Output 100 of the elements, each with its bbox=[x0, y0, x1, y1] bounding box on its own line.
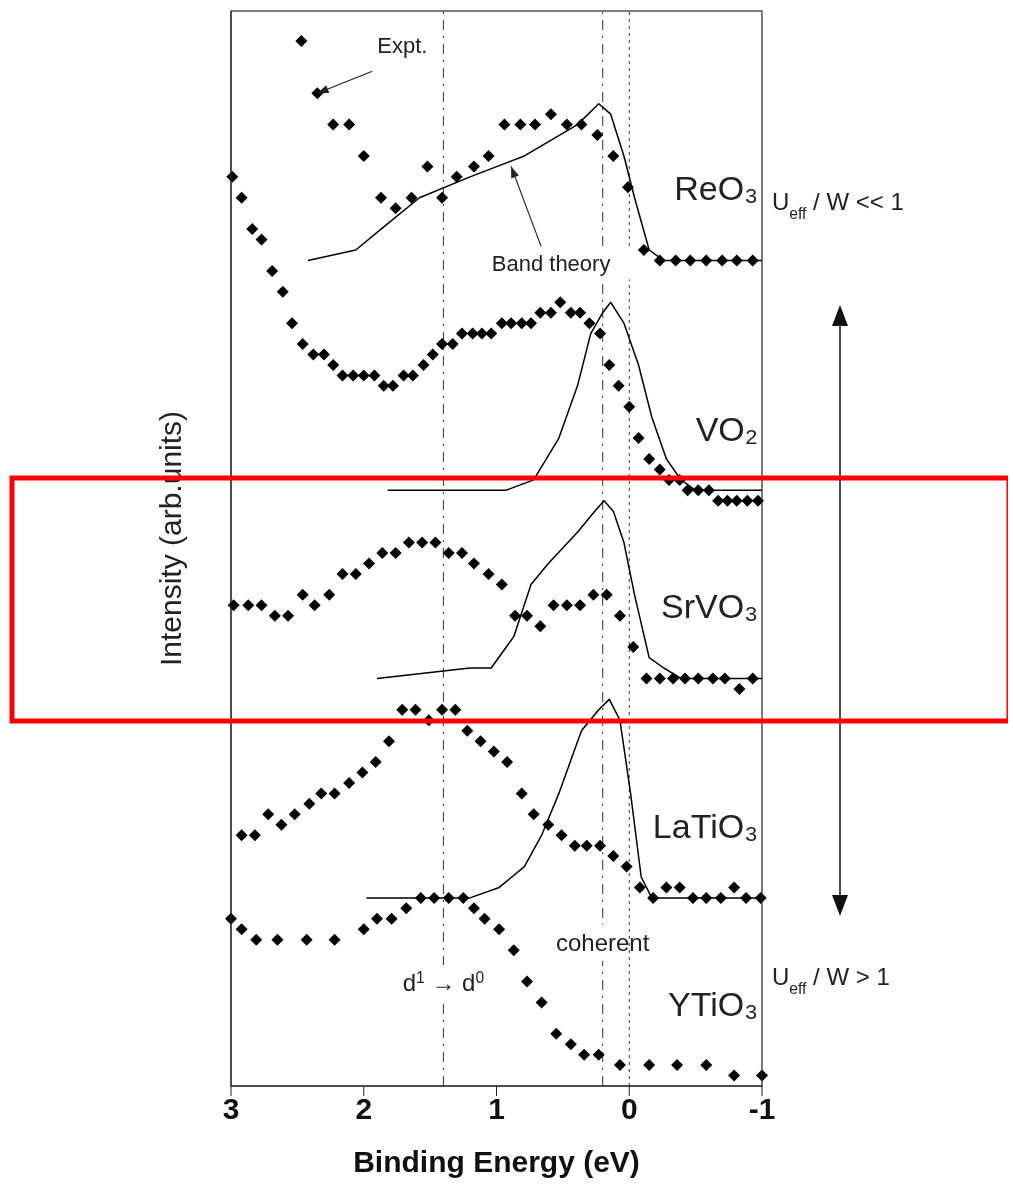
annotation: Band theory bbox=[491, 251, 611, 277]
point bbox=[328, 787, 341, 800]
point bbox=[495, 317, 508, 330]
point bbox=[555, 829, 568, 842]
x-axis-title: Binding Energy (eV) bbox=[353, 1145, 640, 1178]
point bbox=[647, 891, 660, 904]
ref-line-label: coherent bbox=[556, 929, 650, 956]
point bbox=[303, 797, 316, 810]
point bbox=[474, 735, 487, 748]
point bbox=[746, 254, 759, 267]
point bbox=[357, 923, 370, 936]
point bbox=[343, 776, 356, 789]
point bbox=[574, 599, 587, 612]
point bbox=[560, 118, 573, 131]
point bbox=[542, 818, 555, 831]
x-tick-label: 3 bbox=[222, 1092, 240, 1126]
point bbox=[461, 724, 474, 737]
point bbox=[315, 787, 328, 800]
point bbox=[684, 254, 697, 267]
point bbox=[295, 35, 308, 47]
point bbox=[716, 254, 729, 267]
point bbox=[550, 1027, 563, 1040]
point bbox=[357, 369, 370, 382]
point bbox=[514, 118, 527, 131]
point bbox=[587, 588, 600, 601]
point bbox=[275, 818, 288, 831]
point bbox=[507, 944, 520, 957]
point bbox=[515, 787, 528, 800]
series-label: YTiO₃ bbox=[667, 984, 758, 1023]
point bbox=[575, 118, 588, 131]
point bbox=[594, 327, 607, 340]
point bbox=[741, 494, 754, 507]
point bbox=[746, 672, 759, 685]
point bbox=[728, 1069, 741, 1082]
point bbox=[623, 400, 636, 413]
point bbox=[521, 609, 534, 622]
point bbox=[580, 839, 593, 852]
ref-line-label: d$^{1}$ → d$^{0}$ bbox=[402, 968, 485, 996]
point bbox=[653, 672, 666, 685]
point bbox=[600, 588, 613, 601]
point bbox=[466, 327, 479, 340]
x-tick-label: 1 bbox=[488, 1092, 505, 1126]
point bbox=[627, 641, 640, 654]
point bbox=[653, 463, 666, 476]
point bbox=[336, 567, 349, 580]
point bbox=[728, 881, 741, 894]
point bbox=[455, 547, 468, 560]
point bbox=[308, 599, 321, 612]
point bbox=[706, 672, 719, 685]
point bbox=[547, 599, 560, 612]
point bbox=[436, 338, 449, 351]
x-tick-label: -1 bbox=[748, 1092, 776, 1126]
point bbox=[568, 839, 581, 852]
point bbox=[368, 369, 381, 382]
point bbox=[544, 306, 557, 319]
point bbox=[323, 588, 336, 601]
point bbox=[375, 191, 388, 204]
point bbox=[467, 902, 480, 915]
point bbox=[288, 808, 301, 821]
point bbox=[493, 923, 506, 936]
point bbox=[525, 317, 538, 330]
point bbox=[436, 703, 449, 716]
point bbox=[714, 891, 727, 904]
point bbox=[436, 191, 449, 204]
point bbox=[740, 891, 753, 904]
point bbox=[554, 296, 567, 309]
point bbox=[721, 494, 734, 507]
series-label: LaTiO₃ bbox=[652, 806, 758, 845]
point bbox=[667, 672, 680, 685]
point bbox=[455, 327, 468, 340]
point bbox=[478, 912, 491, 925]
point bbox=[613, 609, 626, 622]
point bbox=[660, 881, 673, 894]
point bbox=[482, 567, 495, 580]
point bbox=[235, 923, 248, 936]
point bbox=[671, 1059, 684, 1072]
point bbox=[417, 358, 430, 371]
point bbox=[262, 808, 275, 821]
point bbox=[501, 756, 514, 769]
point bbox=[607, 850, 620, 863]
point bbox=[603, 358, 616, 371]
y-axis-title: Intensity (arb.units) bbox=[154, 410, 187, 667]
point bbox=[529, 118, 541, 131]
x-tick-label: 2 bbox=[355, 1092, 373, 1126]
point bbox=[255, 599, 268, 612]
point bbox=[534, 620, 547, 633]
point bbox=[385, 912, 398, 925]
point bbox=[376, 547, 389, 560]
point bbox=[397, 369, 410, 382]
point bbox=[347, 369, 360, 382]
point bbox=[544, 108, 557, 121]
annotation: Expt. bbox=[377, 33, 428, 59]
point bbox=[620, 860, 633, 873]
point bbox=[700, 254, 713, 267]
point bbox=[613, 1059, 626, 1072]
point bbox=[369, 756, 382, 769]
point bbox=[266, 264, 279, 277]
point bbox=[389, 202, 402, 215]
point bbox=[442, 891, 455, 904]
point bbox=[328, 933, 341, 946]
